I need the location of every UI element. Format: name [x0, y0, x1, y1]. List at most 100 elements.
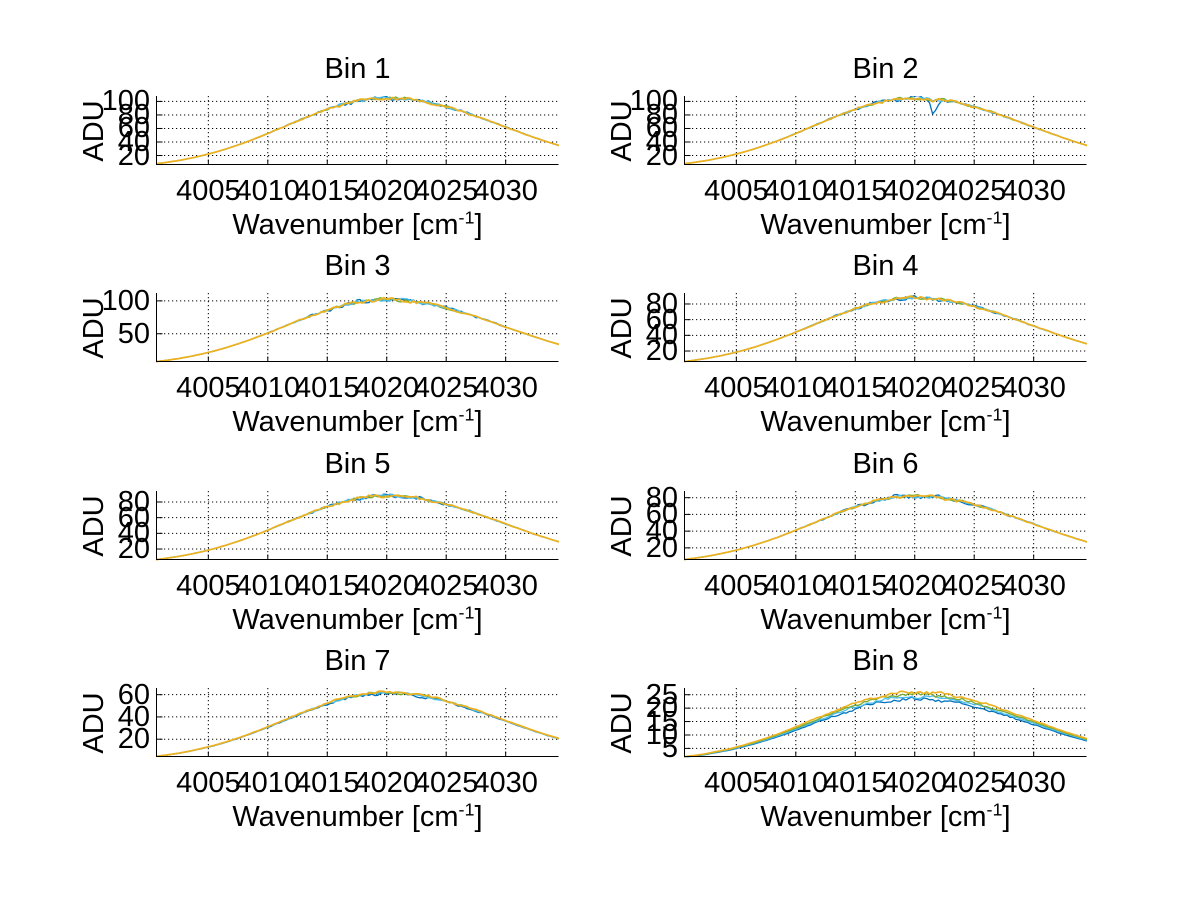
- x-axis-label-bracket: ]: [1002, 406, 1011, 438]
- x-tick-label: 4010: [235, 767, 301, 799]
- y-tick-label: 25: [645, 678, 678, 711]
- series-line-scan-1: [156, 691, 559, 758]
- x-tick-label: 4025: [941, 372, 1007, 404]
- y-tick-label: 80: [645, 481, 678, 514]
- x-tick-label: 4020: [882, 570, 947, 602]
- series-line-scan-3: [156, 297, 559, 363]
- x-tick-label: 4010: [763, 372, 829, 404]
- y-tick-label: 50: [117, 317, 150, 350]
- y-tick-label: 80: [117, 98, 150, 131]
- y-tick-label: 20: [645, 531, 678, 564]
- series-line-scan-4: [156, 96, 559, 165]
- x-tick-label: 4005: [176, 767, 241, 799]
- series-line-scan-3: [156, 96, 559, 165]
- x-tick-label: 4010: [235, 175, 301, 207]
- x-tick-label: 4030: [1001, 570, 1066, 602]
- subplot-bin-7: Bin 7 ADU Wavenumber [cm-1] 20 40 60 4005 40…: [10, 638, 570, 853]
- x-tick-label: 4020: [882, 372, 947, 404]
- x-tick-label: 4015: [823, 372, 888, 404]
- x-axis-label-superscript: -1: [986, 602, 1003, 623]
- x-axis-label: Wavenumber [cm-1]: [684, 404, 1087, 444]
- x-axis-label-superscript: -1: [458, 799, 475, 820]
- plot-area: [684, 688, 1087, 758]
- plot-area: [684, 96, 1087, 165]
- x-axis-label-superscript: -1: [986, 404, 1003, 425]
- x-axis-label-text: Wavenumber [cm: [232, 209, 459, 241]
- subplot-title: Bin 5: [324, 448, 391, 480]
- x-tick-label: 4025: [413, 175, 479, 207]
- x-tick-label: 4030: [1001, 767, 1066, 799]
- x-axis-label-bracket: ]: [474, 209, 483, 241]
- series-line-scan-4: [156, 296, 559, 363]
- x-tick-label: 4030: [473, 767, 538, 799]
- series-line-scan-3: [684, 96, 1087, 165]
- y-tick-label: 15: [645, 705, 678, 738]
- series-line-scan-4: [684, 97, 1087, 165]
- y-tick-label: 5: [661, 732, 678, 765]
- series-line-scan-1: [684, 96, 1087, 165]
- x-tick-label: 4025: [941, 175, 1007, 207]
- series-line-scan-2: [156, 297, 559, 363]
- x-tick-label: 4025: [941, 570, 1007, 602]
- y-tick-label: 80: [645, 287, 678, 320]
- x-axis-label-bracket: ]: [474, 604, 483, 636]
- x-tick-label: 4015: [823, 767, 888, 799]
- x-tick-label: 4030: [473, 372, 538, 404]
- y-tick-label: 60: [645, 303, 678, 336]
- subplot-title: Bin 4: [852, 250, 919, 282]
- x-tick-label: 4015: [823, 570, 888, 602]
- x-axis-label-superscript: -1: [458, 602, 475, 623]
- subplot-bin-3: Bin 3 ADU Wavenumber [cm-1] 50 100 4005 401…: [10, 243, 570, 458]
- subplot-bin-5: Bin 5 ADU Wavenumber [cm-1] 20 40 60 80 4005…: [10, 441, 570, 656]
- y-tick-label: 100: [101, 284, 150, 317]
- y-tick-label: 40: [645, 319, 678, 352]
- x-tick-label: 4015: [295, 767, 360, 799]
- series-line-scan-1: [156, 297, 559, 363]
- series-line-scan-1: [684, 493, 1087, 561]
- x-tick-label: 4015: [295, 175, 360, 207]
- x-tick-label: 4030: [1001, 175, 1066, 207]
- y-tick-label: 60: [645, 498, 678, 531]
- x-axis-label: Wavenumber [cm-1]: [684, 799, 1087, 839]
- y-tick-label: 60: [645, 112, 678, 145]
- y-tick-label: 40: [117, 517, 150, 550]
- y-tick-label: 20: [645, 139, 678, 172]
- plot-area: [156, 491, 559, 561]
- plot-area: [156, 688, 559, 758]
- x-tick-label: 4020: [354, 767, 419, 799]
- x-tick-label: 4010: [235, 570, 301, 602]
- x-axis-label-bracket: ]: [1002, 604, 1011, 636]
- series-line-scan-2: [684, 493, 1087, 561]
- series-line-scan-2: [684, 296, 1087, 363]
- series-line-scan-3: [156, 493, 559, 561]
- series-line-scan-1: [156, 96, 559, 165]
- x-axis-label-superscript: -1: [458, 404, 475, 425]
- y-tick-label: 40: [645, 126, 678, 158]
- series-line-scan-4: [684, 690, 1087, 758]
- x-tick-label: 4015: [295, 372, 360, 404]
- y-tick-label: 10: [645, 718, 678, 751]
- x-axis-label-text: Wavenumber [cm: [232, 801, 459, 833]
- y-tick-label: 20: [645, 335, 678, 368]
- x-axis-label-superscript: -1: [458, 207, 475, 228]
- x-axis-label-bracket: ]: [474, 801, 483, 833]
- subplot-title: Bin 1: [324, 53, 391, 85]
- x-tick-label: 4025: [941, 767, 1007, 799]
- x-tick-label: 4005: [176, 372, 241, 404]
- x-tick-label: 4005: [704, 175, 769, 207]
- series-line-scan-4: [684, 295, 1087, 363]
- x-axis-label-text: Wavenumber [cm: [760, 801, 987, 833]
- y-tick-label: 40: [117, 700, 150, 733]
- series-line-scan-3: [684, 296, 1087, 363]
- x-tick-label: 4025: [413, 372, 479, 404]
- x-axis-label-superscript: -1: [986, 207, 1003, 228]
- subplot-bin-8: Bin 8 ADU Wavenumber [cm-1] 5 10 15 20 25 400…: [538, 638, 1098, 853]
- x-axis-label-text: Wavenumber [cm: [232, 604, 459, 636]
- y-tick-label: 60: [117, 678, 150, 711]
- subplot-title: Bin 2: [852, 53, 919, 85]
- x-tick-label: 4005: [176, 570, 241, 602]
- x-tick-label: 4030: [1001, 372, 1066, 404]
- subplot-bin-4: Bin 4 ADU Wavenumber [cm-1] 20 40 60 80 4005…: [538, 243, 1098, 458]
- plot-area: [156, 293, 559, 363]
